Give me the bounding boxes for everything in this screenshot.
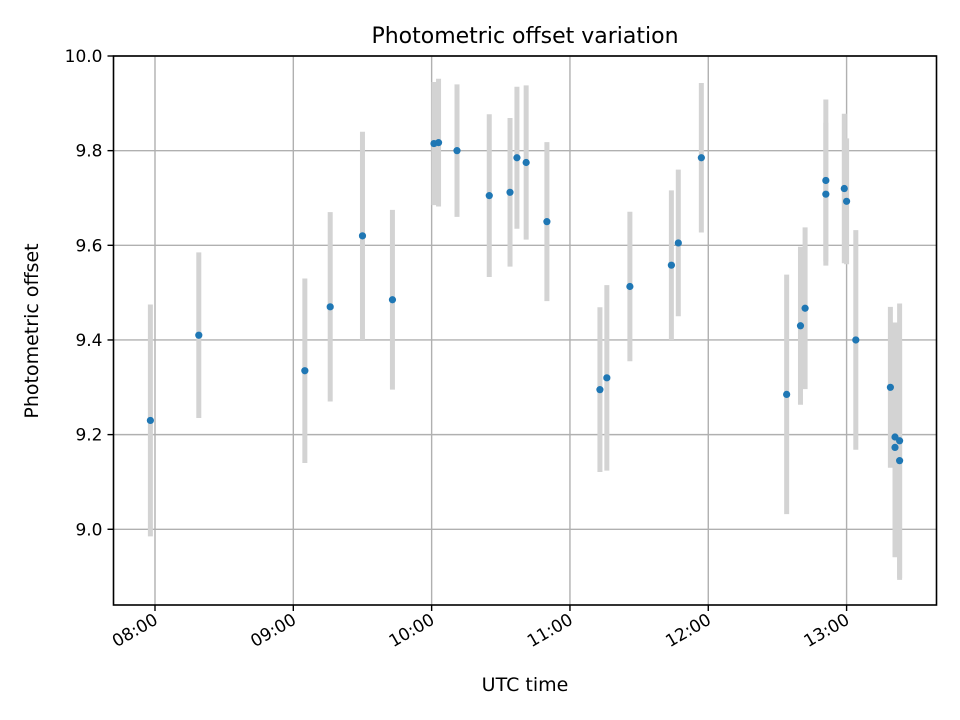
data-point <box>506 188 514 196</box>
data-point <box>388 296 397 304</box>
data-point <box>434 139 443 147</box>
data-point <box>822 190 830 198</box>
data-point <box>783 390 791 398</box>
x-tick-label: 08:00 <box>109 610 161 652</box>
plot-frame <box>112 55 938 606</box>
y-axis-label: Photometric offset <box>21 243 43 418</box>
y-tick-label: 9.4 <box>75 331 102 351</box>
data-point <box>667 261 675 269</box>
data-point <box>796 322 805 330</box>
x-axis-label: UTC time <box>482 674 569 696</box>
y-tick-label: 9.2 <box>75 426 102 446</box>
data-point <box>896 437 904 445</box>
x-tick-label: 13:00 <box>801 610 853 652</box>
data-point <box>840 184 848 193</box>
x-tick-label: 12:00 <box>662 610 714 652</box>
data-point <box>852 336 860 344</box>
x-tick-label: 09:00 <box>247 610 299 652</box>
y-tick-label: 9.0 <box>75 520 102 540</box>
data-point <box>801 304 809 312</box>
data-point <box>822 176 830 185</box>
data-point <box>301 367 309 375</box>
data-point <box>896 457 904 465</box>
data-point <box>626 282 634 291</box>
y-tick-label: 9.8 <box>75 142 102 162</box>
data-point <box>886 383 894 391</box>
data-point <box>674 239 682 247</box>
error-bars <box>147 78 903 580</box>
data-point <box>697 154 705 162</box>
data-point <box>603 374 611 382</box>
x-tick-label: 11:00 <box>524 610 576 652</box>
data-point <box>358 232 367 240</box>
y-tick-label: 9.6 <box>75 236 102 256</box>
data-point <box>326 303 334 311</box>
data-point <box>485 192 493 200</box>
data-point <box>513 154 521 162</box>
data-point <box>842 197 851 205</box>
data-point <box>596 386 604 394</box>
data-point <box>522 158 530 167</box>
data-points <box>146 139 904 465</box>
data-point <box>146 416 154 425</box>
data-point <box>453 147 461 155</box>
data-point <box>891 443 899 451</box>
data-point <box>195 331 203 339</box>
chart-title: Photometric offset variation <box>371 24 678 49</box>
data-point <box>543 218 551 226</box>
y-tick-label: 10.0 <box>65 47 103 67</box>
x-tick-label: 10:00 <box>386 610 438 652</box>
